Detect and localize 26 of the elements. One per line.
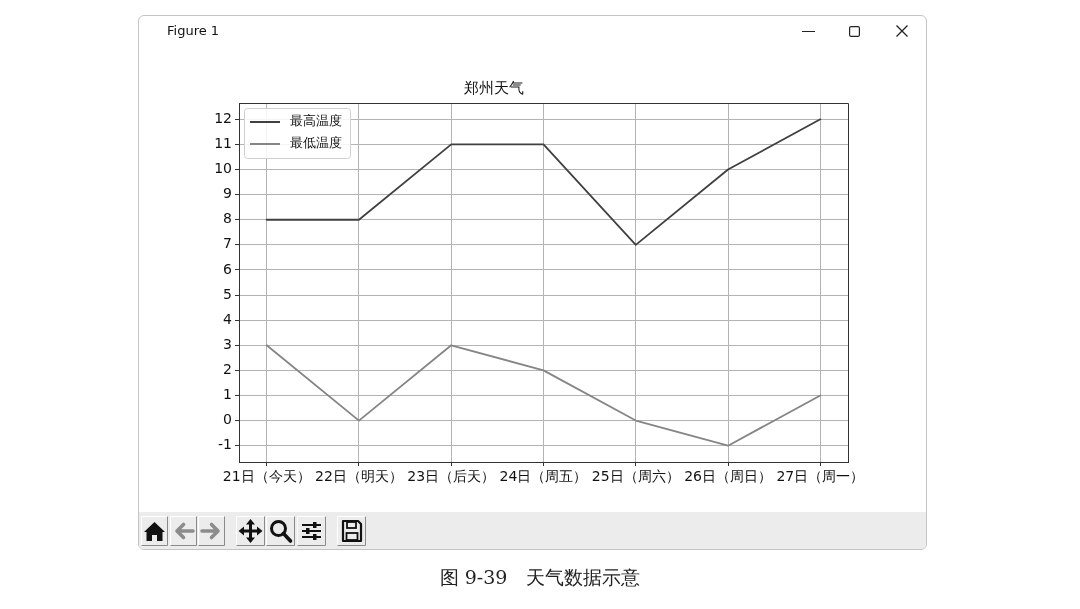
y-tick-label: 4 [223, 310, 233, 327]
y-tick-label: 3 [223, 335, 232, 352]
y-tick-label: 8 [223, 210, 232, 227]
x-tick-label: 25日（周六） [591, 468, 680, 485]
y-tick-label: 9 [223, 185, 232, 202]
y-tick-label: 5 [223, 285, 232, 302]
legend-label: 最高温度 [290, 113, 342, 129]
caption: 图 9-39 天气数据示意 [439, 566, 641, 588]
y-tick-label: 11 [214, 135, 232, 152]
y-tick-label: 10 [214, 160, 232, 177]
y-tick-label: 7 [223, 235, 232, 252]
y-tick-label: -1 [218, 436, 232, 453]
chart-title: 郑州天气 [463, 78, 524, 97]
y-tick-label: 6 [223, 260, 233, 277]
y-tick-label: 0 [223, 411, 232, 428]
y-tick-label: 2 [223, 361, 232, 378]
legend-label: 最低温度 [290, 135, 342, 151]
caption: Figure 1 [167, 23, 220, 38]
x-tick-label: 26日（周日） [684, 468, 772, 485]
y-tick-label: 1 [223, 386, 232, 403]
x-tick-label: 22日（明天） [315, 468, 403, 485]
y-tick-label: 12 [214, 109, 232, 126]
x-tick-label: 21日（今天） [222, 468, 311, 485]
x-tick-label: 27日（周一） [776, 468, 865, 485]
x-tick-label: 23日（后天） [407, 468, 496, 485]
x-tick-label: 24日（周五） [499, 468, 588, 485]
